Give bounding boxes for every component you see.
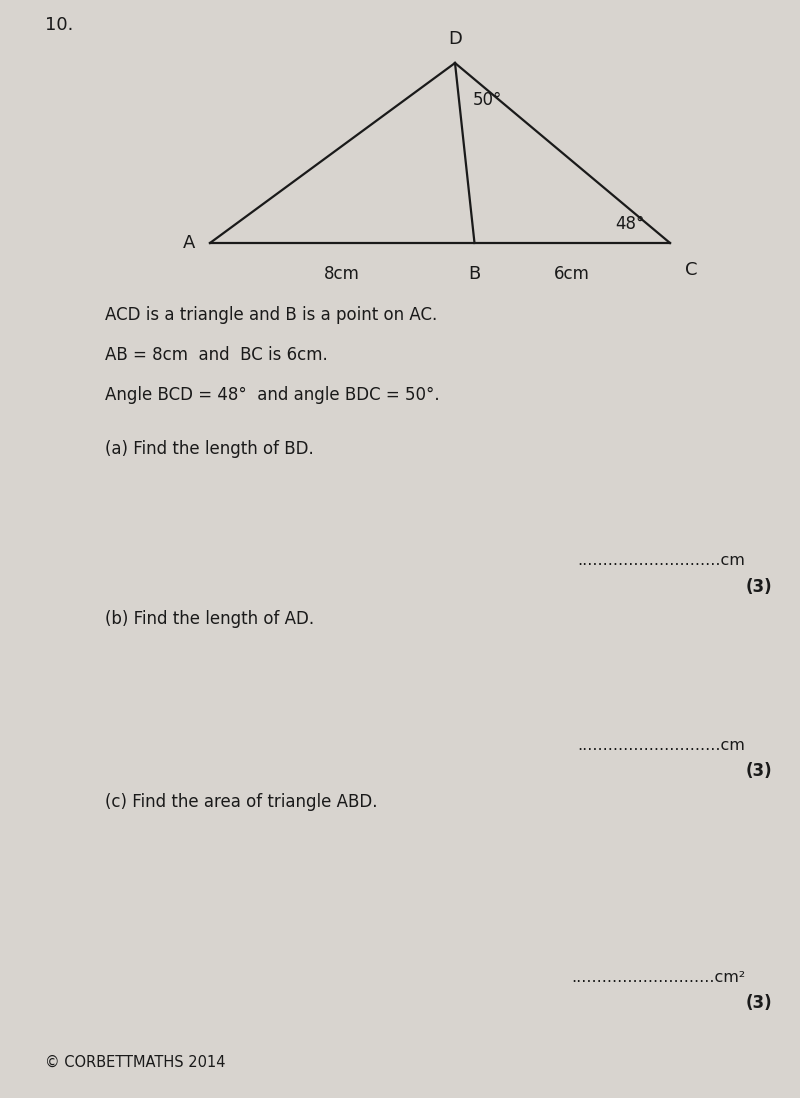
Text: A: A bbox=[182, 234, 195, 253]
Text: D: D bbox=[448, 30, 462, 48]
Text: B: B bbox=[468, 265, 481, 283]
Text: Angle BCD = 48°  and angle BDC = 50°.: Angle BCD = 48° and angle BDC = 50°. bbox=[105, 386, 440, 404]
Text: (b) Find the length of AD.: (b) Find the length of AD. bbox=[105, 610, 314, 628]
Text: 10.: 10. bbox=[45, 16, 74, 34]
Text: 6cm: 6cm bbox=[554, 265, 590, 283]
Text: © CORBETTMATHS 2014: © CORBETTMATHS 2014 bbox=[45, 1055, 226, 1069]
Text: (a) Find the length of BD.: (a) Find the length of BD. bbox=[105, 440, 314, 458]
Text: (c) Find the area of triangle ABD.: (c) Find the area of triangle ABD. bbox=[105, 793, 378, 811]
Text: ............................cm: ............................cm bbox=[577, 738, 745, 753]
Text: ............................cm: ............................cm bbox=[577, 553, 745, 568]
Text: ............................cm²: ............................cm² bbox=[571, 970, 745, 985]
Text: 48°: 48° bbox=[615, 215, 644, 233]
Text: 50°: 50° bbox=[473, 91, 502, 109]
Text: AB = 8cm  and  BC is 6cm.: AB = 8cm and BC is 6cm. bbox=[105, 346, 328, 365]
Text: ACD is a triangle and B is a point on AC.: ACD is a triangle and B is a point on AC… bbox=[105, 306, 438, 324]
Text: (3): (3) bbox=[746, 762, 772, 780]
Text: 8cm: 8cm bbox=[324, 265, 360, 283]
Text: (3): (3) bbox=[746, 578, 772, 596]
Text: (3): (3) bbox=[746, 994, 772, 1012]
Text: C: C bbox=[685, 261, 698, 279]
